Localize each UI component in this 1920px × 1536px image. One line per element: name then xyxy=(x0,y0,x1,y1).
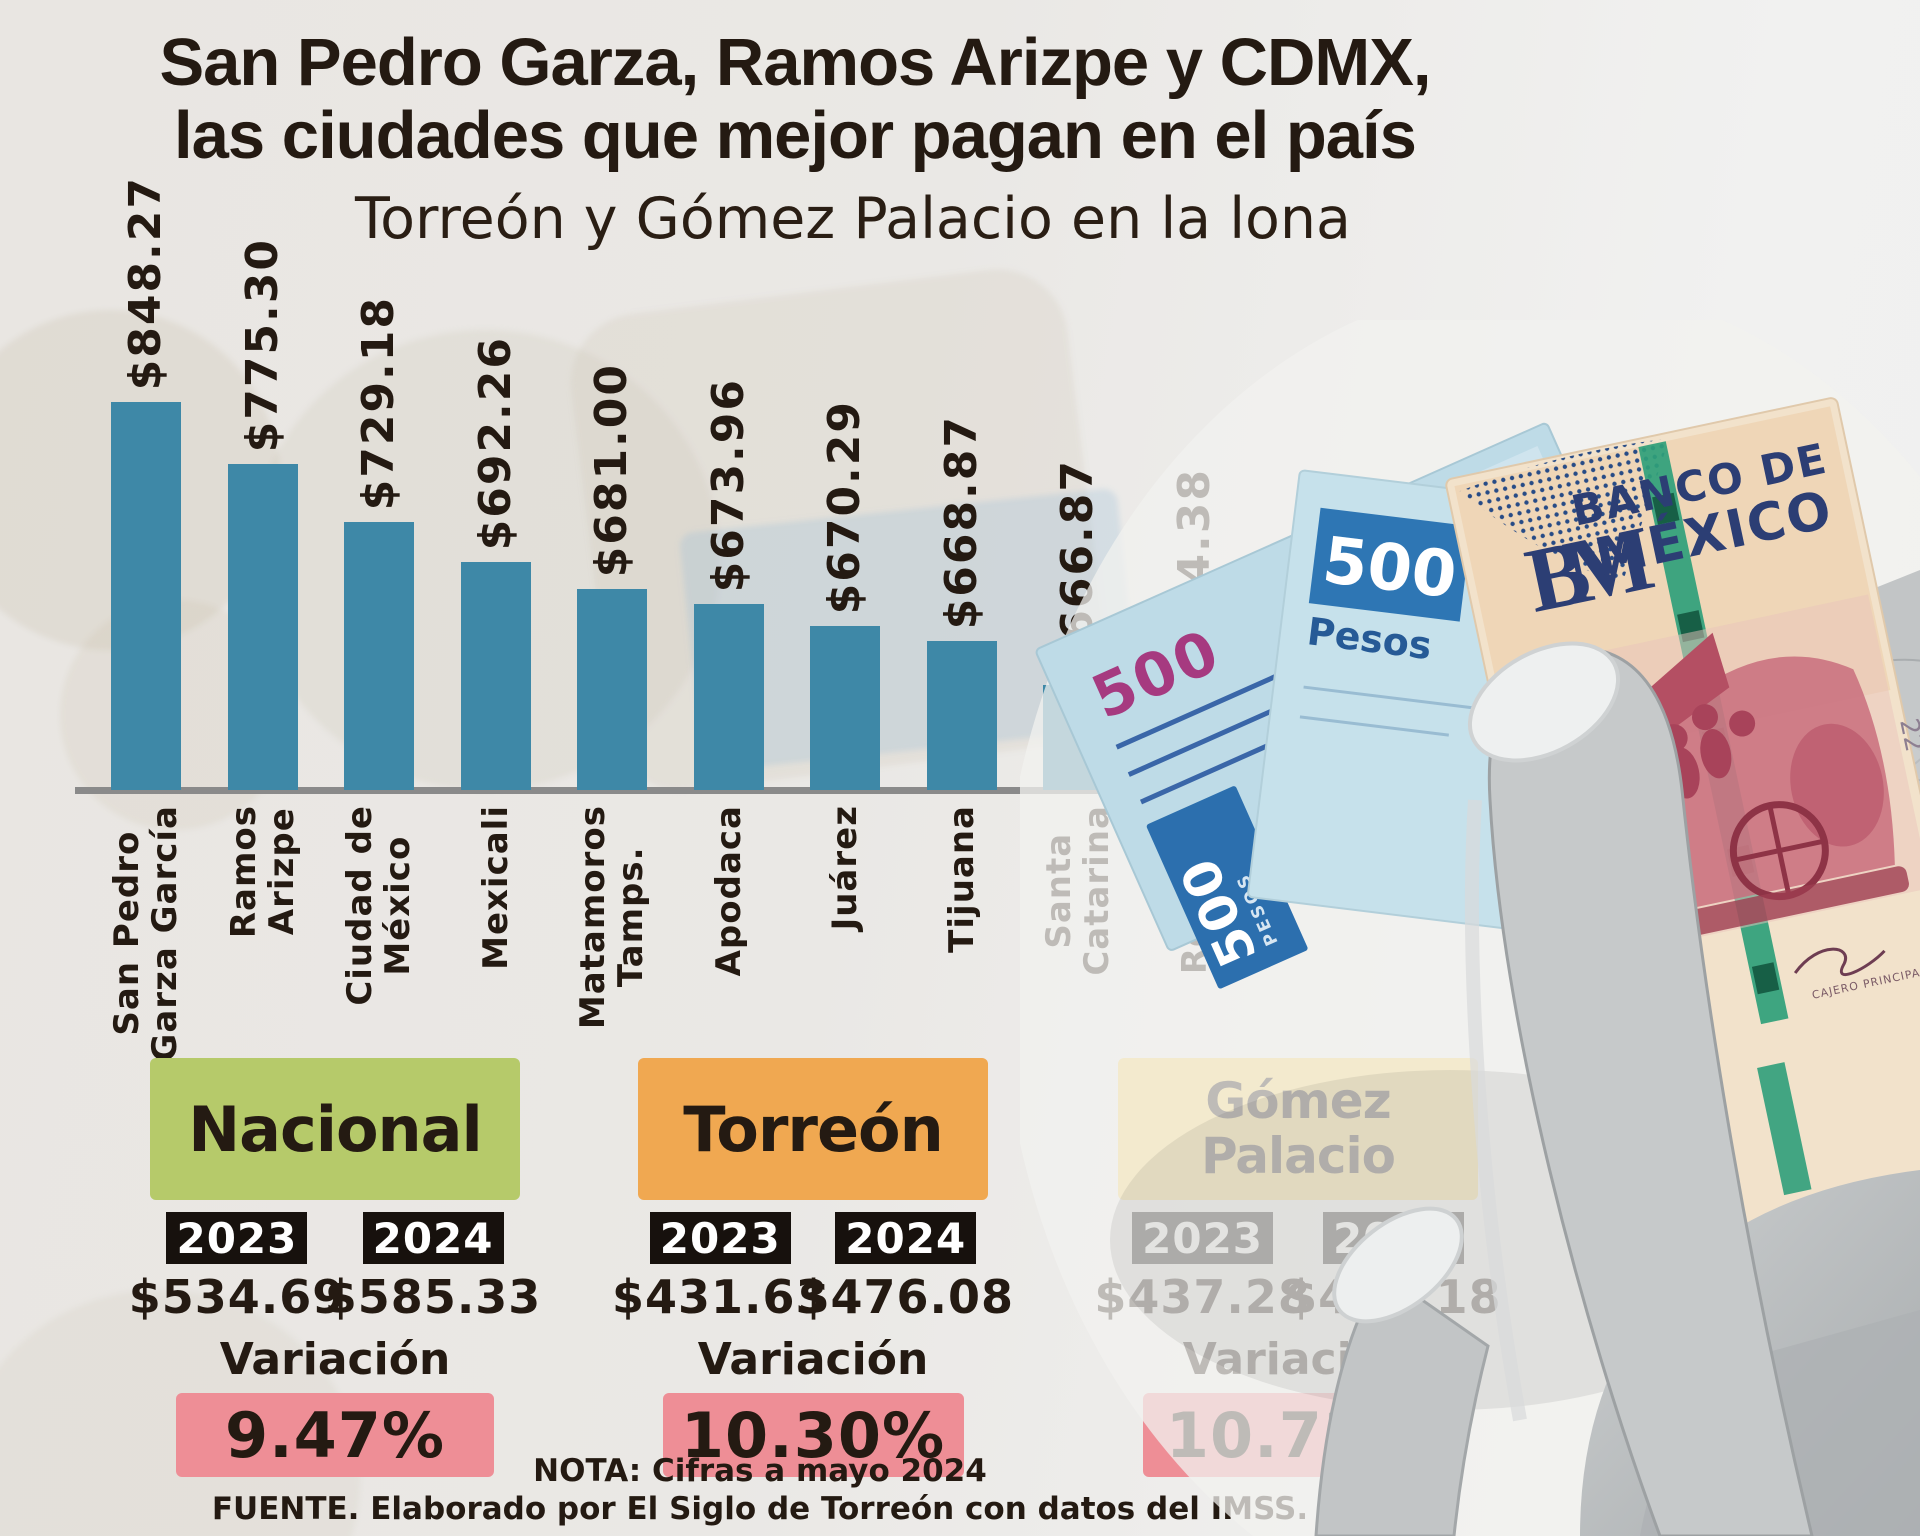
bill-top-500-text: 500 xyxy=(1319,524,1461,614)
card-years-row: 2023 $431.63 2024 $476.08 xyxy=(612,1212,1013,1324)
year-chip: 2023 xyxy=(166,1212,308,1264)
chart-baseline xyxy=(75,787,1308,794)
bar-value-label: $848.27 xyxy=(120,175,171,390)
page-subtitle: Torreón y Gómez Palacio en la lona xyxy=(355,186,1351,252)
year-value: $534.69 xyxy=(128,1270,346,1324)
hand-with-bills-photo: 500 500 PESOS 500 Pesos xyxy=(1020,320,1920,1536)
year-chip: 2023 xyxy=(649,1212,791,1264)
bar-value-label: $670.29 xyxy=(819,399,870,614)
card-years-row: 2023 $534.69 2024 $585.33 xyxy=(129,1212,540,1324)
thumb-nail xyxy=(1467,641,1621,763)
finger-nail xyxy=(1332,1206,1464,1324)
bar-value-label: $775.30 xyxy=(236,237,288,452)
bar-5 xyxy=(577,589,647,790)
footer-notes: NOTA: Cifras a mayo 2024 FUENTE. Elabora… xyxy=(0,1452,1520,1528)
year-value: $476.08 xyxy=(797,1270,1015,1324)
year-chip: 2024 xyxy=(362,1212,504,1264)
bar-category-label: Mexicali xyxy=(475,805,516,970)
footer-source: FUENTE. Elaborado por El Siglo de Torreó… xyxy=(211,1491,1309,1527)
bar-2 xyxy=(227,464,298,790)
variation-label: Variación xyxy=(697,1334,929,1385)
bar-4 xyxy=(460,562,531,790)
card-header: Torreón xyxy=(638,1058,988,1200)
bar-7 xyxy=(810,626,880,790)
year-value: $585.33 xyxy=(324,1270,542,1324)
variation-value: 10.30% xyxy=(662,1393,964,1477)
bar-8 xyxy=(926,641,997,790)
footer-note: NOTA: Cifras a mayo 2024 xyxy=(533,1453,987,1489)
hand-front-finger xyxy=(1314,1206,1490,1536)
bar-value-label: $692.26 xyxy=(469,335,521,550)
year-chip: 2024 xyxy=(835,1212,977,1264)
variation-value: 9.47% xyxy=(175,1393,495,1477)
bar-category-label: Apodaca xyxy=(708,805,749,977)
year-column: 2024 $585.33 xyxy=(325,1212,540,1324)
bar-category-label: San Pedro Garza García xyxy=(107,805,185,1062)
year-column: 2023 $431.63 xyxy=(612,1212,828,1324)
year-column: 2023 $534.69 xyxy=(129,1212,344,1324)
summary-card-torreón: Torreón 2023 $431.63 2024 $476.08 Variación 10… xyxy=(612,1058,1013,1477)
bar-1 xyxy=(111,402,181,790)
card-header: Nacional xyxy=(150,1058,520,1200)
year-column: 2024 $476.08 xyxy=(798,1212,1013,1324)
hand-thumb xyxy=(1465,641,1814,1536)
page-title: San Pedro Garza, Ramos Arizpe y CDMX, la… xyxy=(159,25,1431,173)
bar-category-label: Tijuana xyxy=(941,805,982,953)
variation-label: Variación xyxy=(219,1334,451,1385)
bar-3 xyxy=(344,522,414,790)
bar-category-label: Matamoros Tamps. xyxy=(573,805,651,1030)
bar-category-label: Juárez xyxy=(825,805,865,931)
bar-value-label: $729.18 xyxy=(353,295,404,510)
bar-value-label: $668.87 xyxy=(935,414,987,629)
summary-card-nacional: Nacional 2023 $534.69 2024 $585.33 Variación 9… xyxy=(129,1058,540,1477)
bar-category-label: Ramos Arizpe xyxy=(223,805,302,939)
bar-value-label: $673.96 xyxy=(702,377,754,592)
bar-value-label: $681.00 xyxy=(586,362,637,577)
year-value: $431.63 xyxy=(612,1270,829,1324)
bar-6 xyxy=(693,604,764,790)
bar-category-label: Ciudad de México xyxy=(340,805,418,1006)
